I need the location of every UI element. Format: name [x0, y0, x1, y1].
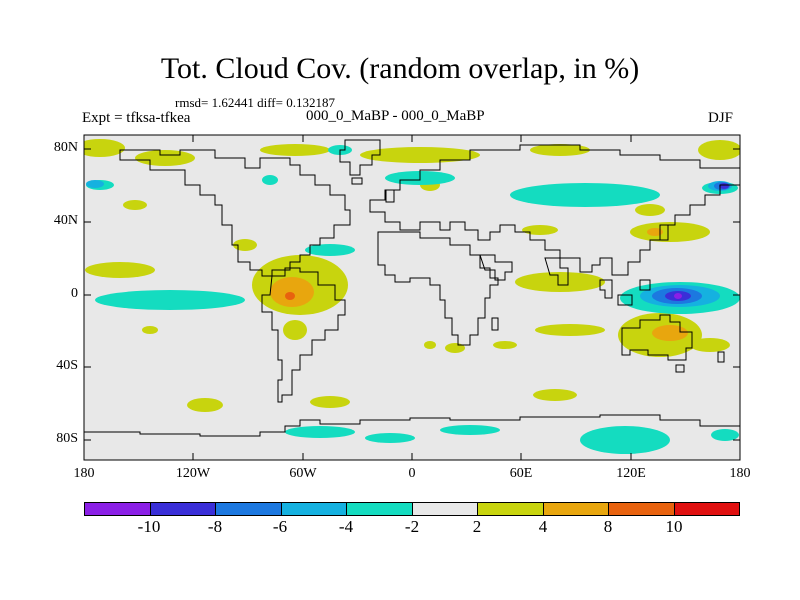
colorbar-swatch: [150, 503, 216, 515]
x-tick-label: 180: [729, 466, 751, 481]
colorbar-swatch: [609, 503, 675, 515]
colorbar-swatch: [674, 503, 739, 515]
x-tick-label: 180: [73, 466, 95, 481]
y-tick-label: 40S: [56, 358, 78, 373]
experiment-label: Expt = tfksa-tfkea: [82, 110, 191, 126]
colorbar-label: -4: [338, 517, 354, 536]
x-tick-label: 60E: [509, 466, 533, 481]
y-tick-label: 0: [71, 286, 78, 301]
period-label: 000_0_MaBP - 000_0_MaBP: [306, 108, 485, 124]
colorbar-label: -8: [207, 517, 223, 536]
plot-title: Tot. Cloud Cov. (random overlap, in %): [160, 52, 640, 85]
y-tick-label: 80N: [53, 140, 78, 155]
stats-label: rmsd= 1.62441 diff= 0.132187: [175, 95, 335, 110]
coastlines: [84, 139, 740, 437]
colorbar-swatch: [281, 503, 347, 515]
x-tick-label: 60W: [289, 466, 317, 481]
y-tick-label: 80S: [56, 431, 78, 446]
x-tick-label: 120W: [175, 466, 211, 481]
x-tick-label: 120E: [616, 466, 646, 481]
colorbar-label: 10: [665, 517, 683, 536]
colorbar-swatch: [478, 503, 544, 515]
x-tick-label: 0: [408, 466, 416, 481]
season-label: DJF: [708, 110, 734, 126]
colorbar-swatch: [216, 503, 282, 515]
colorbar-swatch: [347, 503, 413, 515]
axis-ticks: [84, 135, 740, 460]
colorbar-swatch: [85, 503, 151, 515]
colorbar: [84, 502, 740, 516]
colorbar-label: -6: [272, 517, 288, 536]
colorbar-label: 8: [603, 517, 613, 536]
colorbar-label: -2: [404, 517, 420, 536]
colorbar-label: -10: [137, 517, 161, 536]
colorbar-swatch: [412, 503, 478, 515]
colorbar-label: 2: [472, 517, 482, 536]
colorbar-swatch: [543, 503, 609, 515]
y-tick-label: 40N: [53, 213, 78, 228]
colorbar-label: 4: [538, 517, 548, 536]
